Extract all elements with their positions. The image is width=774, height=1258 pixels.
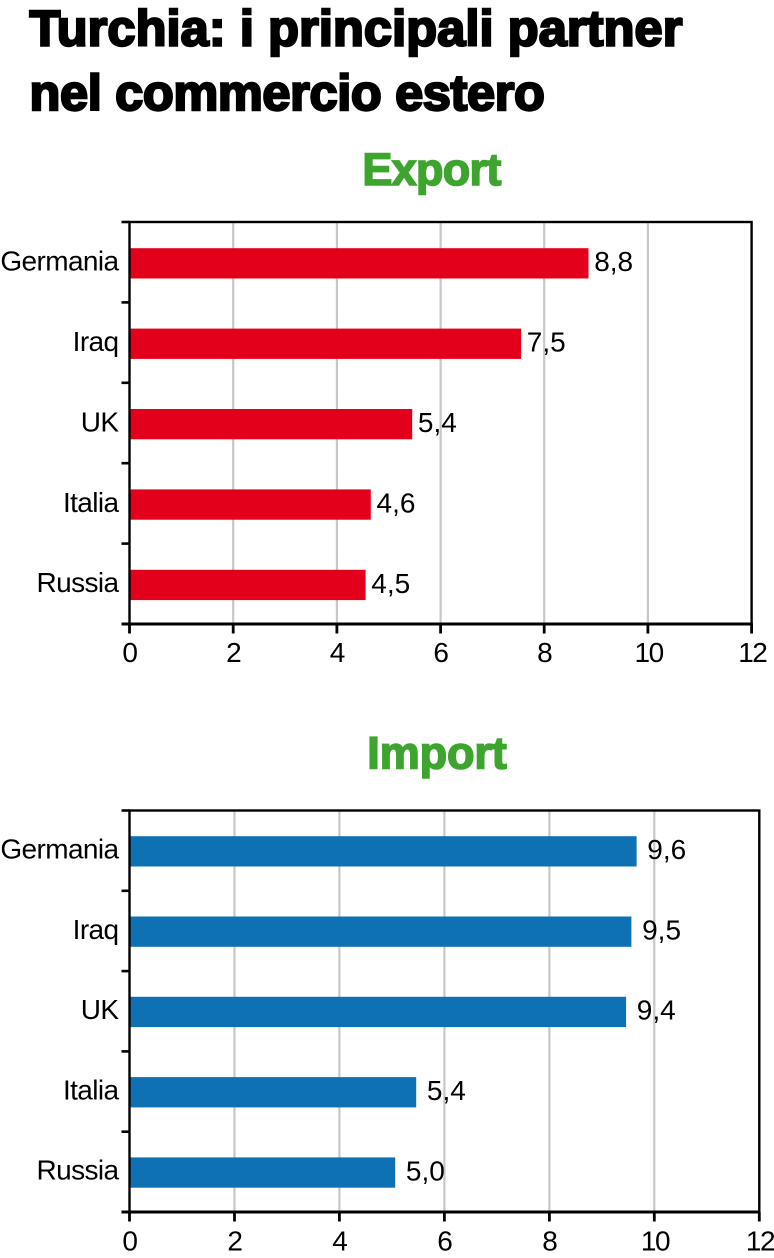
svg-text:6: 6 bbox=[433, 637, 449, 668]
svg-text:2: 2 bbox=[227, 1226, 243, 1257]
svg-text:2: 2 bbox=[226, 637, 242, 668]
svg-text:9,4: 9,4 bbox=[637, 995, 676, 1026]
svg-text:9,6: 9,6 bbox=[647, 834, 686, 865]
svg-text:UK: UK bbox=[81, 994, 120, 1025]
svg-text:12: 12 bbox=[746, 1226, 774, 1257]
svg-text:Germania: Germania bbox=[0, 834, 119, 865]
svg-text:Import: Import bbox=[367, 727, 507, 778]
svg-text:0: 0 bbox=[122, 637, 138, 668]
svg-text:5,4: 5,4 bbox=[418, 407, 457, 438]
svg-text:8: 8 bbox=[537, 637, 553, 668]
svg-text:8,8: 8,8 bbox=[594, 246, 633, 277]
svg-text:Turchia: i principali partner: Turchia: i principali partner bbox=[30, 0, 683, 56]
svg-text:Italia: Italia bbox=[63, 487, 120, 518]
svg-text:9,5: 9,5 bbox=[642, 914, 681, 945]
svg-text:10: 10 bbox=[635, 637, 664, 668]
svg-text:4: 4 bbox=[332, 1226, 348, 1257]
svg-text:Germania: Germania bbox=[0, 246, 119, 277]
svg-text:Russia: Russia bbox=[37, 567, 120, 598]
svg-text:8: 8 bbox=[542, 1226, 558, 1257]
svg-text:4: 4 bbox=[330, 637, 346, 668]
svg-text:10: 10 bbox=[641, 1226, 670, 1257]
svg-text:7,5: 7,5 bbox=[527, 327, 566, 358]
svg-text:nel commercio estero: nel commercio estero bbox=[30, 64, 545, 121]
svg-text:Italia: Italia bbox=[63, 1074, 120, 1105]
svg-text:4,6: 4,6 bbox=[377, 487, 416, 518]
svg-text:6: 6 bbox=[437, 1226, 453, 1257]
svg-text:0: 0 bbox=[122, 1226, 138, 1257]
svg-text:Iraq: Iraq bbox=[73, 326, 119, 357]
svg-text:5,0: 5,0 bbox=[406, 1155, 445, 1186]
svg-text:UK: UK bbox=[81, 406, 120, 437]
svg-text:5,4: 5,4 bbox=[427, 1075, 466, 1106]
svg-text:Iraq: Iraq bbox=[73, 914, 119, 945]
svg-text:12: 12 bbox=[738, 637, 767, 668]
svg-text:Russia: Russia bbox=[37, 1155, 120, 1186]
svg-text:Export: Export bbox=[362, 144, 501, 195]
svg-text:4,5: 4,5 bbox=[371, 568, 410, 599]
